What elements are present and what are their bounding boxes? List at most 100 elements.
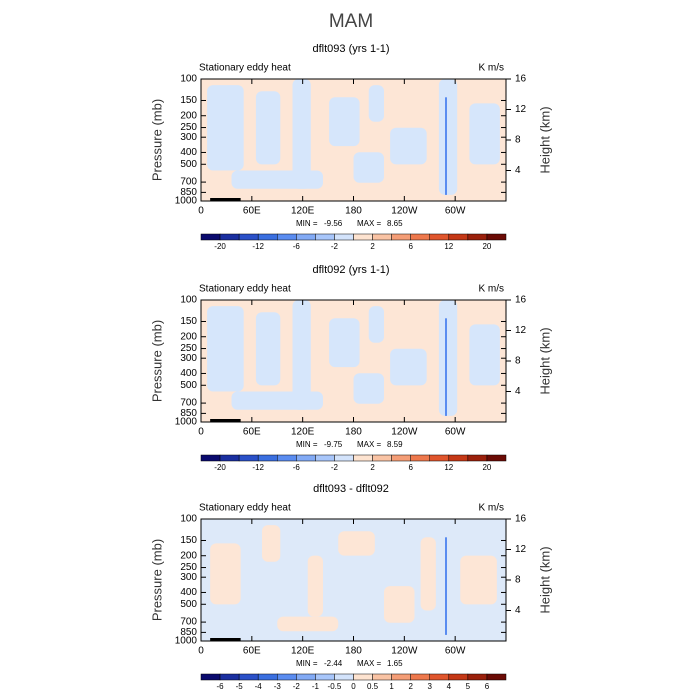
field-region: [469, 103, 500, 165]
field-region: [231, 170, 323, 189]
y-tick-label: 200: [180, 110, 197, 121]
panel-title: dflt093 - dflt092: [313, 483, 389, 495]
x-tick-label: 120E: [291, 646, 315, 657]
field-region: [368, 85, 384, 122]
min-label: MIN =: [296, 440, 318, 449]
colorbar-box: [391, 454, 411, 462]
colorbar-box: [353, 673, 373, 681]
field-region: [262, 525, 281, 562]
y-tick-label: 300: [180, 132, 197, 143]
x-tick-label: 0: [198, 427, 204, 438]
y2-tick-label: 12: [515, 104, 527, 115]
field-streak: [445, 537, 447, 635]
terrain: [210, 198, 241, 201]
colorbar-label: -20: [214, 463, 226, 472]
y-tick-label: 150: [180, 95, 197, 106]
y-tick-label: 850: [180, 627, 197, 638]
colorbar-box: [429, 233, 450, 241]
colorbar-label: -12: [252, 242, 264, 251]
colorbar-label: 20: [482, 463, 491, 472]
x-tick-label: 60E: [243, 646, 261, 657]
y2-tick-label: 16: [515, 514, 527, 525]
colorbar-box: [277, 673, 297, 681]
colorbar-box: [200, 233, 221, 241]
y-tick-label: 700: [180, 177, 197, 188]
field-region: [207, 85, 244, 171]
colorbar-label: 20: [482, 242, 491, 251]
left-label: Stationary eddy heat: [199, 63, 291, 74]
colorbar-box: [219, 673, 240, 681]
colorbar-label: 5: [466, 682, 471, 691]
y-tick-label: 100: [180, 295, 197, 306]
y-axis-label: Pressure (mb): [149, 99, 164, 181]
y2-tick-label: 12: [515, 325, 527, 336]
colorbar-box: [353, 233, 373, 241]
colorbar-box: [486, 233, 507, 241]
colorbar-box: [200, 454, 221, 462]
colorbar-label: 0.5: [367, 682, 379, 691]
y2-tick-label: 12: [515, 544, 527, 555]
colorbar-label: -6: [293, 463, 301, 472]
y2-axis-label: Height (km): [537, 106, 552, 173]
field-region: [390, 127, 427, 165]
field-region: [438, 300, 458, 416]
x-tick-label: 120W: [391, 427, 418, 438]
x-tick-label: 0: [198, 646, 204, 657]
x-tick-label: 60E: [243, 427, 261, 438]
field-region: [207, 306, 244, 392]
colorbar-box: [257, 673, 278, 681]
x-tick-label: 60W: [445, 206, 466, 217]
y2-tick-label: 4: [515, 386, 521, 397]
colorbar-box: [238, 673, 259, 681]
y2-tick-label: 4: [515, 605, 521, 616]
field-region: [353, 373, 384, 404]
panel-title: dflt092 (yrs 1-1): [312, 264, 389, 276]
colorbar-box: [429, 673, 450, 681]
colorbar-label: -20: [214, 242, 226, 251]
x-tick-label: 60E: [243, 206, 261, 217]
left-label: Stationary eddy heat: [199, 503, 291, 514]
y-tick-label: 400: [180, 368, 197, 379]
field-region: [255, 312, 281, 386]
colorbar-box: [315, 233, 335, 241]
y-tick-label: 850: [180, 187, 197, 198]
x-tick-label: 60W: [445, 427, 466, 438]
y-tick-label: 500: [180, 380, 197, 391]
y-tick-label: 1000: [175, 196, 198, 207]
y-tick-label: 150: [180, 316, 197, 327]
x-tick-label: 60W: [445, 646, 466, 657]
colorbar-box: [391, 673, 411, 681]
x-tick-label: 120E: [291, 427, 315, 438]
colorbar-label: 2: [370, 463, 375, 472]
colorbar-label: 2: [408, 682, 413, 691]
max-label: MAX =: [357, 219, 382, 228]
y-tick-label: 400: [180, 587, 197, 598]
colorbar-label: -6: [293, 242, 301, 251]
colorbar-box: [315, 454, 335, 462]
y-tick-label: 250: [180, 343, 197, 354]
field-region: [353, 152, 384, 183]
max-value: 1.65: [387, 659, 403, 668]
colorbar-label: -5: [236, 682, 244, 691]
y2-axis-label: Height (km): [537, 546, 552, 613]
field-region: [338, 531, 375, 556]
colorbar-box: [391, 233, 411, 241]
field-region: [210, 543, 241, 605]
colorbar-label: 3: [428, 682, 433, 691]
min-label: MIN =: [296, 659, 318, 668]
colorbar-box: [296, 673, 316, 681]
field-region: [368, 306, 384, 343]
field-region: [329, 318, 360, 368]
x-tick-label: 120E: [291, 206, 315, 217]
colorbar-box: [296, 233, 316, 241]
field-region: [329, 97, 360, 147]
colorbar-box: [410, 454, 430, 462]
y2-axis-label: Height (km): [537, 327, 552, 394]
y2-tick-label: 16: [515, 295, 527, 306]
field-region: [231, 391, 323, 410]
colorbar-box: [410, 233, 430, 241]
colorbar-label: 1: [389, 682, 394, 691]
colorbar-label: -2: [331, 242, 339, 251]
colorbar-box: [277, 233, 297, 241]
colorbar-label: 12: [444, 242, 453, 251]
